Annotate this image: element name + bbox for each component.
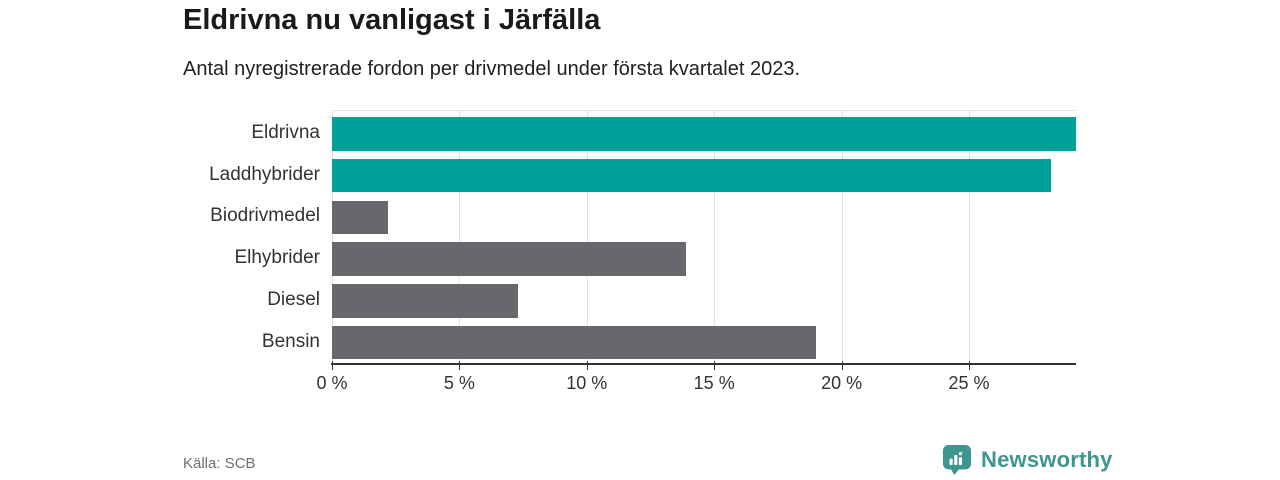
chart-title: Eldrivna nu vanligast i Järfälla: [183, 4, 601, 36]
x-axis-tick: [714, 361, 716, 370]
x-tick-label: 15 %: [693, 373, 735, 393]
bar-laddhybrider: [332, 158, 1051, 193]
gridline: [332, 110, 333, 363]
plot-top-border: [332, 110, 1076, 111]
chart-subtitle: Antal nyregistrerade fordon per drivmede…: [183, 58, 801, 80]
x-axis-tick: [968, 361, 970, 370]
category-label: Laddhybrider: [209, 163, 320, 185]
brand-name: Newsworthy: [981, 446, 1113, 472]
x-axis-tick: [332, 361, 333, 370]
category-label: Biodrivmedel: [210, 205, 320, 227]
x-axis-line: [331, 363, 1076, 365]
x-tick-label: 25 %: [948, 373, 990, 393]
gridline: [586, 110, 588, 363]
category-label: Elhybrider: [234, 247, 320, 268]
x-tick-label: 20 %: [821, 373, 863, 393]
brand-logo: Newsworthy: [942, 444, 1113, 475]
gridline: [968, 110, 970, 363]
x-axis-tick: [459, 361, 461, 370]
x-axis-tick: [841, 361, 843, 370]
bar-biodrivmedel: [332, 200, 389, 234]
category-label: Eldrivna: [251, 121, 320, 143]
x-axis-tick: [586, 361, 588, 370]
source-note: Källa: SCB: [183, 455, 256, 472]
bar-eldrivna: [332, 117, 1076, 151]
bar-bensin: [332, 325, 817, 360]
gridline: [714, 110, 716, 363]
x-tick-label: 0 %: [316, 373, 348, 393]
x-tick-label: 5 %: [443, 373, 475, 393]
newsworthy-logo-icon: [942, 444, 972, 475]
bar-elhybrider: [332, 242, 687, 276]
category-label: Bensin: [261, 330, 320, 352]
gridline: [459, 110, 461, 363]
gridline: [841, 110, 843, 363]
category-label: Diesel: [267, 288, 320, 310]
bar-diesel: [332, 284, 518, 318]
x-tick-label: 10 %: [566, 373, 608, 393]
